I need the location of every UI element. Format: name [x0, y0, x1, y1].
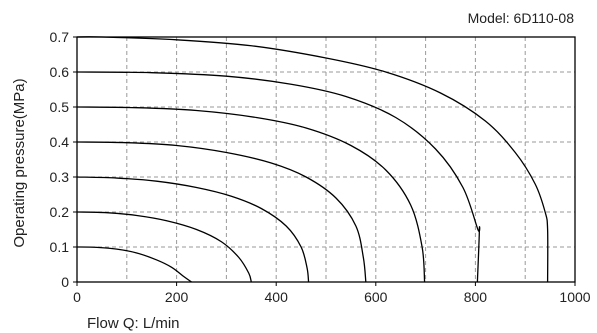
y-tick-label: 0.5: [50, 99, 70, 115]
series-line-4: [76, 141, 367, 283]
x-tick-label: 200: [165, 289, 189, 305]
series-line-6: [76, 71, 481, 283]
y-tick-label: 0.7: [50, 29, 70, 45]
x-axis-label: Flow Q: L/min: [87, 315, 180, 332]
y-tick-labels: 0 0.1 0.2 0.3 0.4 0.5 0.6 0.7: [50, 29, 70, 290]
x-tick-label: 1000: [559, 289, 590, 305]
x-tick-labels: 0 200 400 600 800 1000: [73, 289, 591, 305]
y-tick-label: 0.1: [50, 239, 70, 255]
x-tick-label: 800: [464, 289, 488, 305]
series-line-1: [76, 246, 192, 283]
x-tick-label: 600: [364, 289, 388, 305]
curves: [76, 36, 549, 283]
y-tick-label: 0: [61, 274, 69, 290]
y-axis-label: Operating pressure(MPa): [11, 78, 28, 247]
y-tick-label: 0.3: [50, 169, 70, 185]
y-tick-label: 0.4: [50, 134, 70, 150]
grid: [77, 37, 575, 282]
plot-frame: [76, 36, 576, 283]
series-line-7: [76, 36, 549, 283]
chart-title: Model: 6D110-08: [468, 10, 575, 26]
y-tick-label: 0.6: [50, 64, 70, 80]
series-line-5: [76, 106, 426, 283]
y-tick-label: 0.2: [50, 204, 70, 220]
series-line-3: [76, 176, 310, 283]
x-tick-label: 0: [73, 289, 81, 305]
series-line-2: [76, 211, 252, 283]
x-tick-label: 400: [265, 289, 289, 305]
ticks: [73, 36, 576, 286]
